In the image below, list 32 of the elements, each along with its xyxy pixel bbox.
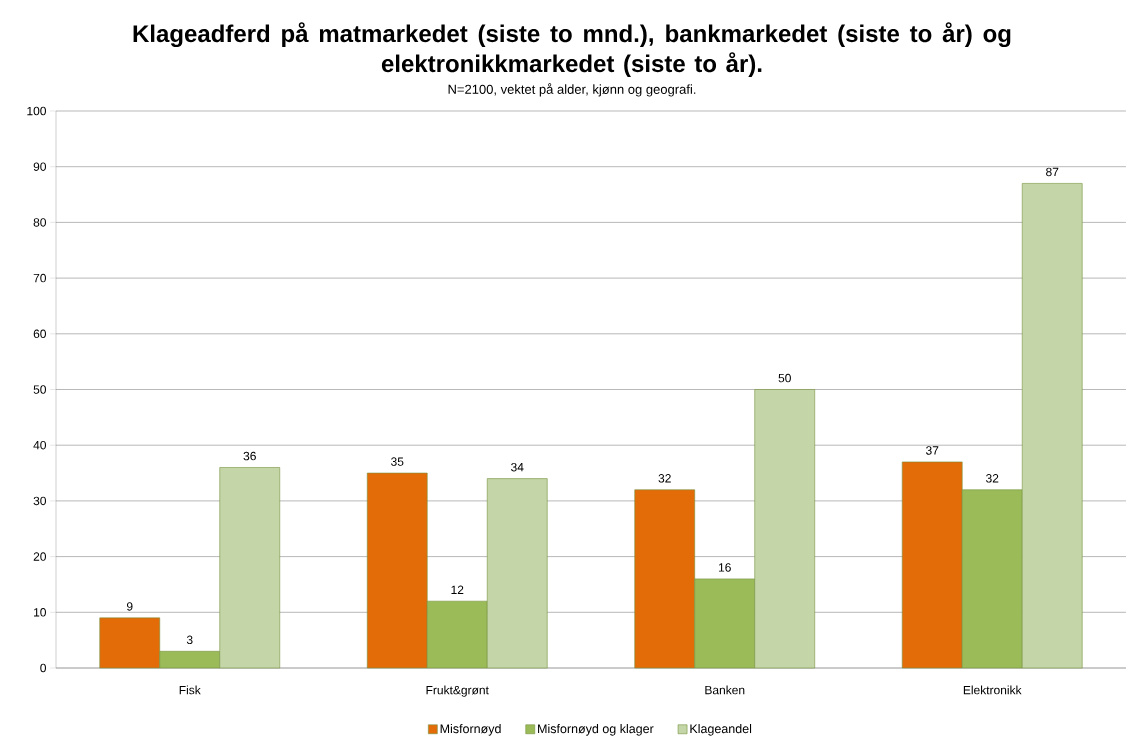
- y-tick-label: 80: [33, 218, 46, 227]
- legend-label: Misfornøyd: [440, 723, 501, 736]
- y-tick-label: 50: [33, 385, 46, 394]
- data-label: 16: [718, 563, 731, 572]
- x-tick-label: Elektronikk: [963, 685, 1022, 695]
- data-label: 87: [1046, 167, 1059, 177]
- chart-subtitle: N=2100, vektet på alder, kjønn og geografi.: [448, 83, 696, 97]
- y-tick-label: 40: [33, 440, 46, 450]
- legend-label: Misfornøyd og klager: [538, 723, 654, 736]
- y-tick-label: 90: [33, 162, 46, 171]
- data-label: 36: [243, 451, 256, 461]
- legend-label: Klageandel: [690, 723, 752, 736]
- y-tick-label: 10: [34, 608, 46, 617]
- data-label: 34: [511, 462, 524, 472]
- data-label: 9: [126, 602, 133, 611]
- x-tick-label: Banken: [705, 685, 745, 695]
- y-tick-label: 30: [33, 496, 46, 506]
- data-label: 50: [778, 373, 791, 383]
- data-label: 32: [658, 474, 671, 483]
- y-tick-label: 20: [33, 552, 46, 561]
- data-label: 32: [986, 474, 999, 483]
- x-tick-label: Frukt&grønt: [426, 685, 489, 697]
- y-tick-label: 100: [27, 106, 46, 116]
- data-label: 37: [926, 446, 939, 455]
- x-tick-label: Fisk: [179, 685, 201, 695]
- data-label: 3: [186, 635, 193, 645]
- chart-title: Klageadferd på matmarkedet (siste to mnd.), bankmarkedet (siste to år) og elektronikkmarkedet (siste to år).: [133, 22, 1011, 77]
- data-label: 35: [391, 457, 404, 466]
- y-tick-label: 60: [33, 329, 46, 339]
- data-label: 12: [451, 585, 464, 594]
- y-tick-label: 0: [40, 663, 47, 673]
- y-tick-label: 70: [33, 273, 46, 283]
